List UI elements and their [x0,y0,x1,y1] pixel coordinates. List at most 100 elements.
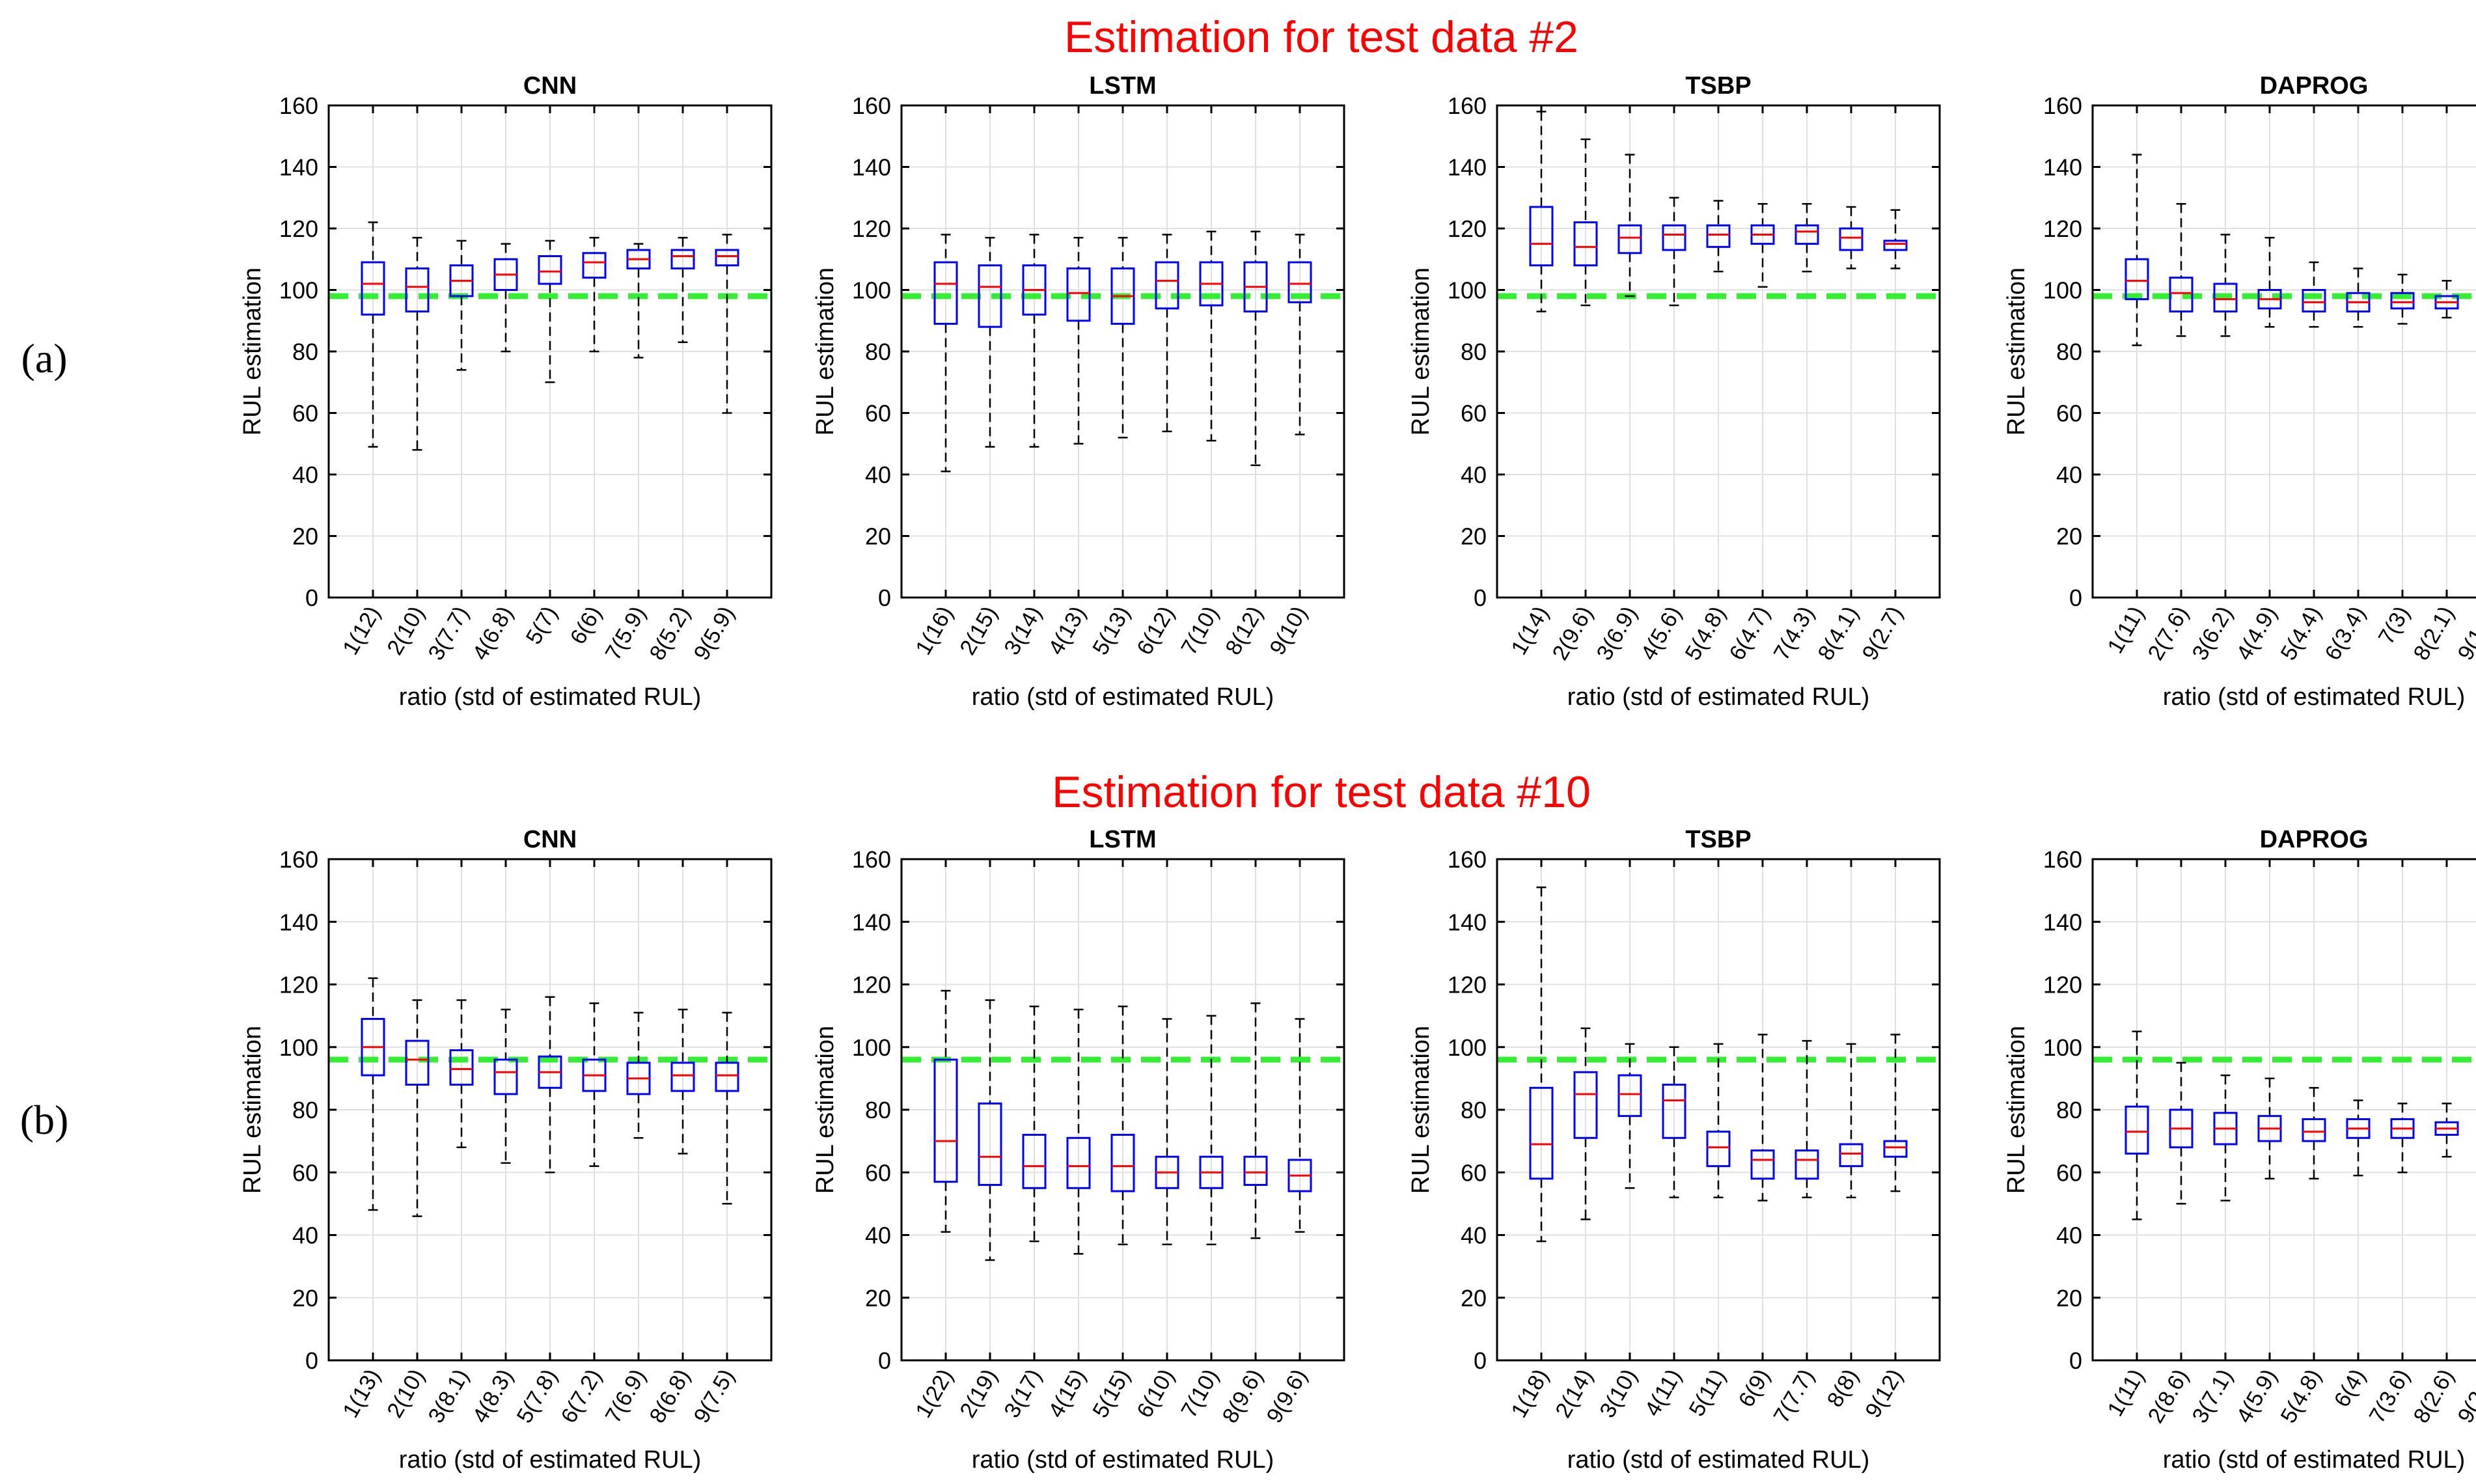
box-3(17) [1022,1005,1047,1243]
iqr-box [1662,1084,1686,1139]
y-tick-label: 0 [1474,1347,1487,1374]
panel-title: CNN [523,826,577,853]
y-tick-label: 100 [2043,277,2082,304]
iqr-box [1529,206,1554,267]
iqr-box [1750,1149,1775,1180]
y-tick-label: 140 [2043,909,2082,935]
chart-panel-daprog-row1: 0204060801001201401601(11)2(7.6)3(6.2)4(… [2003,72,2476,711]
box-1(14) [1529,111,1554,312]
box-1(11) [2125,1030,2149,1220]
box-1(11) [2125,154,2149,346]
box-1(13) [361,977,385,1211]
iqr-box [2169,277,2194,313]
y-tick-label: 160 [279,846,318,873]
y-tick-label: 40 [1461,461,1487,488]
box-5(11) [1706,1043,1731,1198]
y-tick-label: 120 [2043,972,2082,998]
y-tick-label: 100 [1448,1034,1487,1061]
iqr-box [2213,282,2238,313]
iqr-box [405,1039,430,1086]
y-tick-label: 60 [2056,400,2082,427]
box-4(5.9) [2257,1077,2282,1180]
y-tick-label: 120 [1448,215,1487,242]
y-tick-label: 160 [2043,846,2082,873]
y-tick-label: 60 [2056,1159,2082,1186]
iqr-box [1706,224,1731,248]
iqr-box [1795,1149,1819,1180]
iqr-box [670,249,695,269]
y-tick-label: 40 [865,461,891,488]
box-4(5.6) [1662,197,1686,307]
box-3(7.7) [449,240,474,371]
box-6(7.2) [582,1002,607,1167]
y-tick-label: 120 [2043,215,2082,242]
iqr-box [1110,1134,1135,1192]
box-8(12) [1243,230,1268,467]
box-5(7) [538,240,562,383]
box-8(9.6) [1243,1002,1268,1239]
box-5(4.4) [2302,261,2326,328]
box-1(18) [1529,886,1554,1243]
box-6(3.4) [2346,268,2371,328]
box-8(4.1) [1839,206,1864,269]
y-tick-label: 60 [1461,400,1487,427]
y-tick-label: 80 [1461,1097,1487,1123]
iqr-box [405,267,430,313]
y-tick-label: 0 [305,1347,318,1374]
y-tick-label: 100 [2043,1034,2082,1061]
box-1(12) [361,221,385,448]
y-tick-label: 80 [865,1097,891,1123]
x-axis-label: ratio (std of estimated RUL) [1567,1446,1870,1474]
y-tick-label: 140 [1448,154,1487,181]
y-tick-label: 140 [1448,909,1487,935]
y-tick-label: 80 [2056,1097,2082,1123]
row-label-a: (a) [21,335,67,381]
y-tick-label: 0 [878,584,891,611]
y-axis-label: RUL estimation [812,268,839,435]
iqr-box [715,1062,739,1092]
iqr-box [715,249,739,267]
box-6(6) [582,236,607,353]
y-tick-label: 20 [2056,523,2082,550]
row-label-b: (b) [20,1097,69,1143]
iqr-box [1529,1086,1554,1180]
iqr-box [1066,1136,1091,1189]
y-tick-label: 100 [852,1034,891,1061]
box-3(10) [1617,1043,1642,1189]
box-9(5.9) [715,234,739,414]
iqr-box [1617,224,1642,254]
row-title-a: Estimation for test data #2 [1064,12,1578,62]
panel-title: DAPROG [2260,826,2369,853]
y-axis-label: RUL estimation [812,1026,839,1194]
box-3(6.2) [2213,234,2238,337]
box-7(4.3) [1795,202,1819,273]
y-tick-label: 60 [865,1159,891,1186]
box-2(19) [978,999,1002,1261]
y-tick-label: 120 [852,972,891,998]
y-tick-label: 160 [852,92,891,119]
y-tick-label: 140 [279,909,318,935]
row-title-b: Estimation for test data #10 [1052,767,1591,817]
y-tick-label: 60 [1461,1159,1487,1186]
box-7(10) [1199,1015,1224,1246]
iqr-box [2302,289,2326,313]
panel-title: LSTM [1089,72,1156,100]
iqr-box [670,1062,695,1092]
box-5(4.8) [2302,1087,2326,1180]
y-tick-label: 80 [2056,338,2082,365]
y-tick-label: 160 [279,92,318,119]
y-tick-label: 100 [279,1034,318,1061]
box-6(4.7) [1750,202,1775,288]
iqr-box [1839,1143,1864,1168]
x-axis-label: ratio (std of estimated RUL) [399,683,702,711]
y-tick-label: 40 [865,1222,891,1249]
iqr-box [493,1058,518,1095]
box-7(10) [1199,230,1224,442]
box-5(7.8) [538,996,562,1174]
panel-title: DAPROG [2260,72,2369,100]
y-tick-label: 160 [1448,846,1487,873]
y-tick-label: 120 [852,215,891,242]
box-9(12) [1883,1034,1908,1192]
